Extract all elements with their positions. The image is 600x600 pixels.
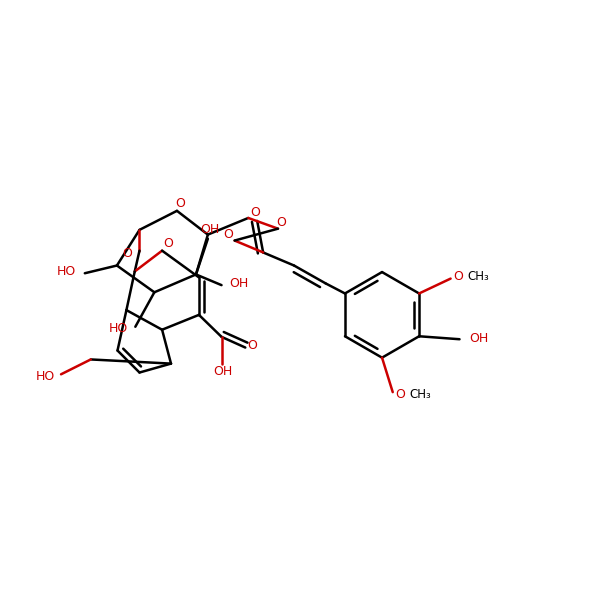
Text: HO: HO: [36, 370, 55, 383]
Text: O: O: [453, 270, 463, 283]
Text: CH₃: CH₃: [467, 270, 489, 283]
Text: O: O: [224, 228, 233, 241]
Text: O: O: [250, 206, 260, 218]
Text: HO: HO: [109, 322, 128, 335]
Text: O: O: [395, 388, 405, 401]
Text: O: O: [122, 247, 133, 260]
Text: OH: OH: [200, 223, 219, 236]
Text: OH: OH: [229, 277, 248, 290]
Text: OH: OH: [214, 365, 233, 379]
Text: O: O: [163, 237, 173, 250]
Text: OH: OH: [469, 332, 488, 345]
Text: CH₃: CH₃: [409, 388, 431, 401]
Text: O: O: [248, 339, 257, 352]
Text: O: O: [276, 216, 286, 229]
Text: HO: HO: [56, 265, 76, 278]
Text: O: O: [175, 197, 185, 209]
